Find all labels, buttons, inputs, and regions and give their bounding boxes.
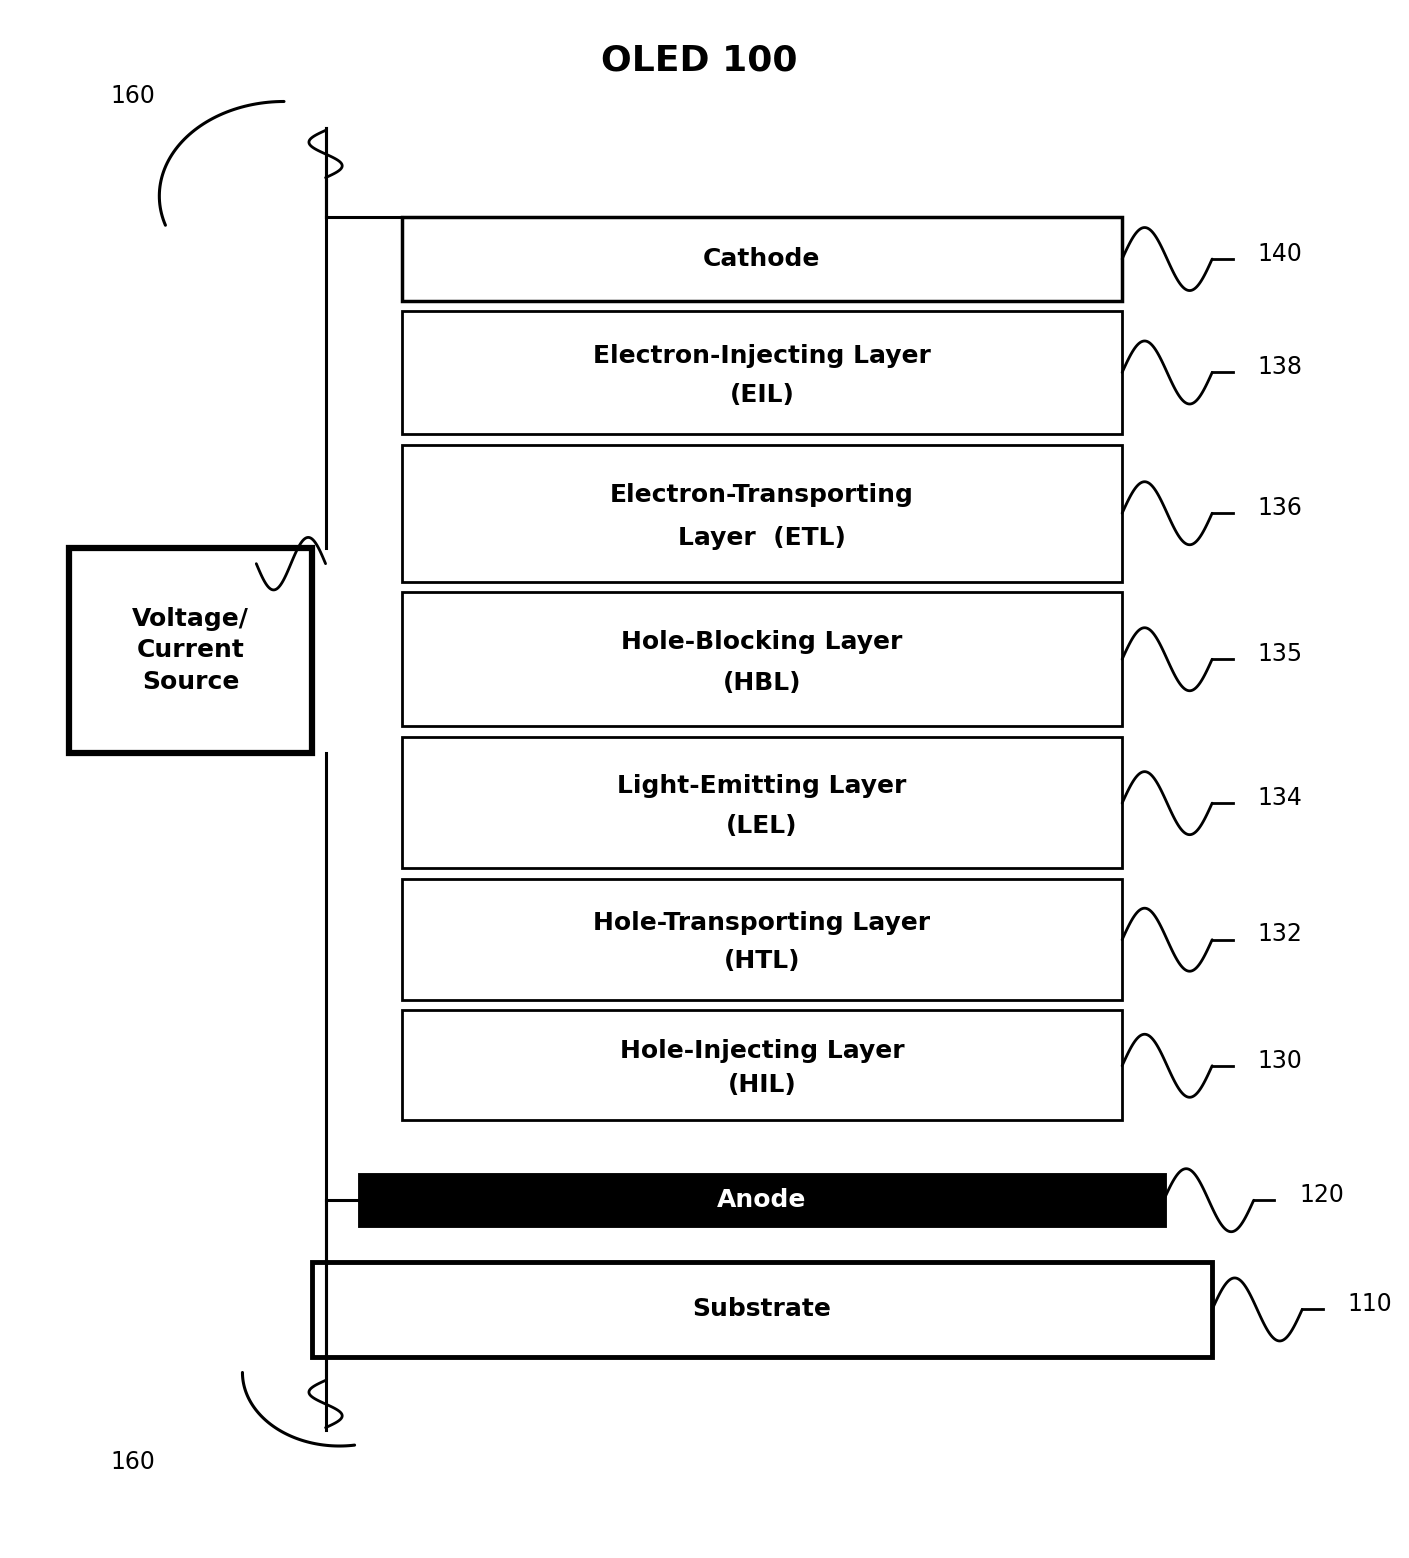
Text: Light-Emitting Layer: Light-Emitting Layer	[617, 774, 906, 798]
Text: Hole-Transporting Layer: Hole-Transporting Layer	[593, 911, 930, 935]
Text: 132: 132	[1258, 922, 1303, 946]
Text: 135: 135	[1258, 642, 1303, 665]
Text: 150: 150	[190, 547, 235, 570]
Bar	[402, 592, 1122, 726]
Bar	[361, 1175, 1164, 1226]
Text: Voltage/
Current
Source: Voltage/ Current Source	[132, 606, 249, 693]
Text: 136: 136	[1258, 495, 1303, 520]
Text: Substrate: Substrate	[692, 1298, 831, 1321]
Text: Layer  (ETL): Layer (ETL)	[678, 525, 845, 550]
Text: Electron-Injecting Layer: Electron-Injecting Layer	[593, 344, 931, 368]
Text: Cathode: Cathode	[703, 248, 820, 271]
Bar	[311, 1262, 1212, 1357]
Text: 130: 130	[1258, 1049, 1303, 1072]
Text: 140: 140	[1258, 241, 1303, 266]
Bar	[402, 217, 1122, 301]
Text: (LEL): (LEL)	[726, 815, 797, 838]
Text: Electron-Transporting: Electron-Transporting	[610, 483, 914, 508]
Bar	[402, 737, 1122, 868]
Text: (HIL): (HIL)	[727, 1073, 796, 1097]
Text: 160: 160	[111, 84, 156, 108]
Bar	[402, 310, 1122, 435]
Text: (HTL): (HTL)	[724, 949, 800, 972]
Text: Hole-Blocking Layer: Hole-Blocking Layer	[621, 629, 903, 654]
Text: OLED 100: OLED 100	[602, 44, 797, 78]
Bar	[402, 879, 1122, 1000]
Bar	[69, 548, 311, 753]
Text: 110: 110	[1348, 1292, 1392, 1317]
Text: 160: 160	[111, 1450, 156, 1474]
Bar	[402, 1010, 1122, 1120]
Text: Anode: Anode	[717, 1189, 806, 1212]
Text: Hole-Injecting Layer: Hole-Injecting Layer	[620, 1039, 905, 1063]
Text: (HBL): (HBL)	[723, 671, 802, 695]
Bar	[402, 446, 1122, 581]
Text: (EIL): (EIL)	[730, 383, 795, 407]
Text: 134: 134	[1258, 785, 1303, 810]
Text: 138: 138	[1258, 355, 1303, 379]
Text: 120: 120	[1299, 1183, 1344, 1207]
